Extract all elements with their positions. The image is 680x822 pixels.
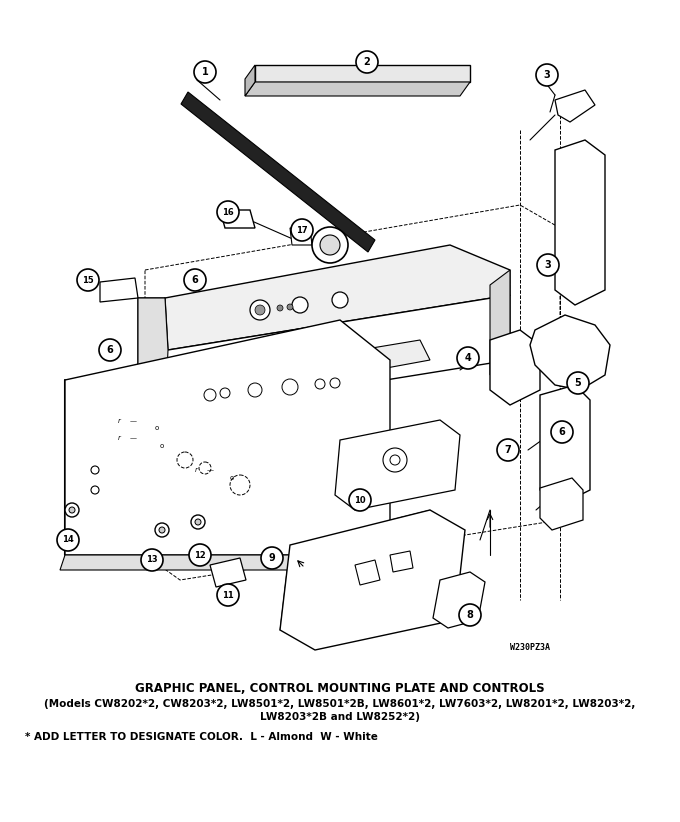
Circle shape (567, 372, 589, 394)
Text: 7: 7 (505, 445, 511, 455)
Circle shape (292, 297, 308, 313)
Text: LW8203*2B and LW8252*2): LW8203*2B and LW8252*2) (260, 712, 420, 722)
Circle shape (217, 584, 239, 606)
Text: 3: 3 (545, 260, 551, 270)
Text: 13: 13 (146, 556, 158, 565)
Circle shape (69, 507, 75, 513)
Circle shape (155, 523, 169, 537)
Circle shape (99, 339, 121, 361)
Polygon shape (280, 510, 465, 650)
Circle shape (255, 305, 265, 315)
Polygon shape (138, 298, 168, 370)
Text: W230PZ3A: W230PZ3A (510, 643, 550, 652)
Polygon shape (300, 340, 430, 382)
Circle shape (287, 304, 293, 310)
Text: 4: 4 (464, 353, 471, 363)
Polygon shape (255, 65, 470, 82)
Circle shape (65, 503, 79, 517)
Text: (Models CW8202*2, CW8203*2, LW8501*2, LW8501*2B, LW8601*2, LW7603*2, LW8201*2, L: (Models CW8202*2, CW8203*2, LW8501*2, LW… (44, 699, 636, 709)
Text: o: o (155, 425, 159, 431)
Polygon shape (540, 385, 590, 505)
Circle shape (261, 547, 283, 569)
Circle shape (291, 219, 313, 241)
Circle shape (277, 305, 283, 311)
Polygon shape (165, 295, 510, 415)
Circle shape (497, 439, 519, 461)
Text: r: r (118, 435, 121, 441)
Polygon shape (290, 228, 312, 245)
Text: 6: 6 (107, 345, 114, 355)
Text: —: — (207, 467, 214, 473)
Text: 12: 12 (194, 551, 206, 560)
Circle shape (189, 544, 211, 566)
Text: 6: 6 (559, 427, 565, 437)
Polygon shape (138, 298, 168, 415)
Circle shape (184, 269, 206, 291)
Polygon shape (165, 245, 510, 350)
Polygon shape (220, 210, 255, 228)
Text: r: r (195, 467, 198, 473)
Text: 15: 15 (82, 275, 94, 284)
Circle shape (141, 549, 163, 571)
Circle shape (217, 201, 239, 223)
Text: 5: 5 (575, 378, 581, 388)
Text: —: — (130, 435, 137, 441)
Polygon shape (65, 320, 390, 555)
Text: 11: 11 (222, 590, 234, 599)
Polygon shape (490, 330, 540, 405)
Circle shape (195, 519, 201, 525)
Text: —: — (130, 418, 137, 424)
Text: 10: 10 (354, 496, 366, 505)
Circle shape (459, 604, 481, 626)
Polygon shape (555, 140, 605, 305)
Circle shape (57, 529, 79, 551)
Polygon shape (60, 555, 390, 570)
Circle shape (159, 527, 165, 533)
Circle shape (551, 421, 573, 443)
Polygon shape (210, 558, 246, 587)
Text: 2: 2 (364, 57, 371, 67)
Circle shape (312, 227, 348, 263)
Text: 1: 1 (202, 67, 208, 77)
Text: 6: 6 (192, 275, 199, 285)
Circle shape (250, 300, 270, 320)
Text: 3: 3 (543, 70, 550, 80)
Polygon shape (530, 315, 610, 390)
Text: GRAPHIC PANEL, CONTROL MOUNTING PLATE AND CONTROLS: GRAPHIC PANEL, CONTROL MOUNTING PLATE AN… (135, 682, 545, 695)
Polygon shape (100, 278, 138, 302)
Circle shape (77, 269, 99, 291)
Circle shape (536, 64, 558, 86)
Circle shape (194, 61, 216, 83)
Circle shape (537, 254, 559, 276)
Polygon shape (245, 82, 470, 96)
Polygon shape (433, 572, 485, 628)
Polygon shape (335, 420, 460, 510)
Polygon shape (245, 65, 255, 96)
Polygon shape (390, 551, 413, 572)
Polygon shape (490, 270, 510, 375)
Text: 17: 17 (296, 225, 308, 234)
Circle shape (191, 515, 205, 529)
Text: * ADD LETTER TO DESIGNATE COLOR.  L - Almond  W - White: * ADD LETTER TO DESIGNATE COLOR. L - Alm… (25, 732, 378, 742)
Text: 14: 14 (62, 535, 74, 544)
Circle shape (356, 51, 378, 73)
Text: 9: 9 (269, 553, 275, 563)
Text: 16: 16 (222, 207, 234, 216)
Polygon shape (355, 560, 380, 585)
Text: o: o (160, 443, 165, 449)
Polygon shape (181, 92, 375, 252)
Circle shape (332, 292, 348, 308)
Circle shape (320, 235, 340, 255)
Polygon shape (540, 478, 583, 530)
Text: 8: 8 (466, 610, 473, 620)
Circle shape (457, 347, 479, 369)
Text: o: o (230, 475, 234, 481)
Text: r: r (118, 418, 121, 424)
Circle shape (349, 489, 371, 511)
Polygon shape (555, 90, 595, 122)
